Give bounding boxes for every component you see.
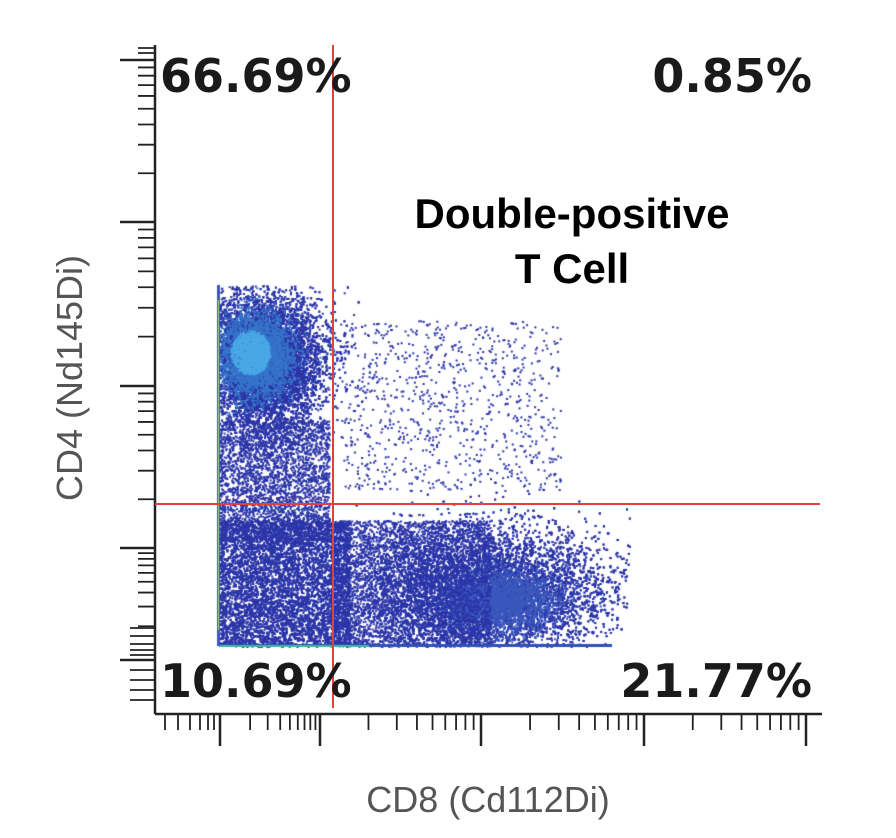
quadrant-label-top-left: 66.69% [160, 49, 352, 103]
y-axis-label: CD4 (Nd145Di) [49, 255, 90, 501]
quadrant-label-bottom-left: 10.69% [160, 654, 352, 708]
annotation-line-2: T Cell [515, 245, 629, 292]
annotation-line-1: Double-positive [414, 190, 729, 237]
axes [120, 45, 822, 746]
quadrant-label-bottom-right: 21.77% [620, 654, 812, 708]
quadrant-label-top-right: 0.85% [652, 49, 812, 103]
x-axis-label: CD8 (Cd112Di) [366, 779, 609, 820]
